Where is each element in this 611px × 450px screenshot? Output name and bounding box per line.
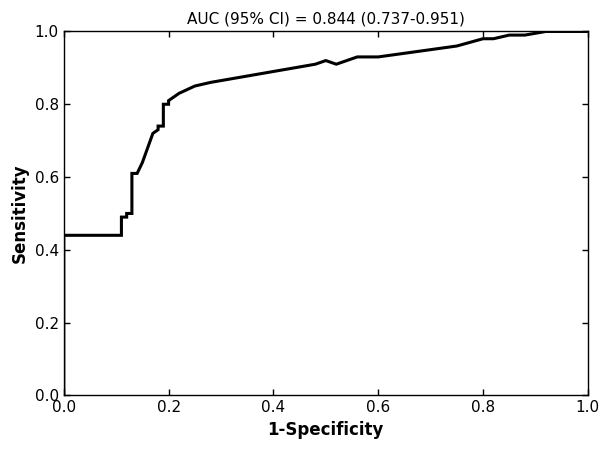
Title: AUC (95% CI) = 0.844 (0.737-0.951): AUC (95% CI) = 0.844 (0.737-0.951) — [187, 11, 465, 26]
Y-axis label: Sensitivity: Sensitivity — [11, 164, 29, 263]
X-axis label: 1-Specificity: 1-Specificity — [268, 421, 384, 439]
